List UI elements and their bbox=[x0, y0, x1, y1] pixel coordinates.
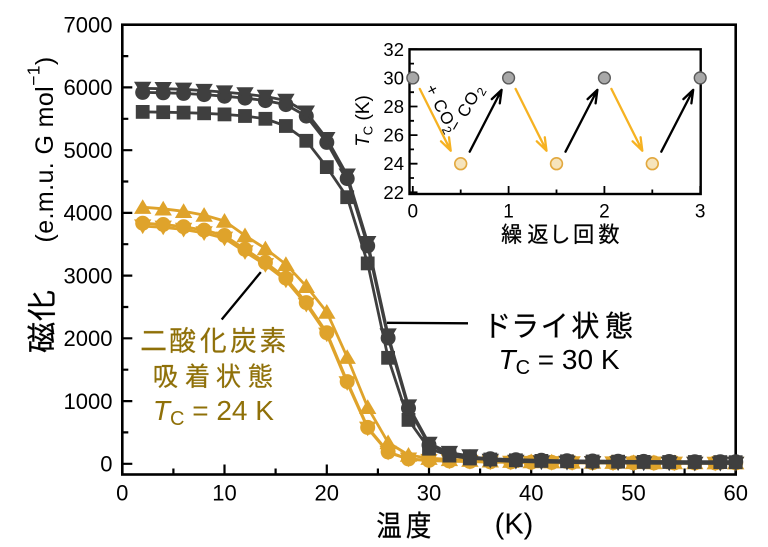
svg-text:1: 1 bbox=[503, 202, 514, 223]
svg-text:32: 32 bbox=[383, 39, 404, 60]
svg-text:26: 26 bbox=[383, 125, 404, 146]
svg-text:50: 50 bbox=[621, 481, 645, 506]
svg-text:7000: 7000 bbox=[64, 13, 113, 38]
svg-text:5000: 5000 bbox=[64, 138, 113, 163]
svg-text:TC (K): TC (K) bbox=[353, 95, 376, 147]
svg-text:40: 40 bbox=[519, 481, 543, 506]
svg-text:24: 24 bbox=[383, 153, 404, 174]
svg-text:28: 28 bbox=[383, 96, 404, 117]
svg-text:2000: 2000 bbox=[64, 326, 113, 351]
svg-text:4000: 4000 bbox=[64, 201, 113, 226]
svg-text:(K): (K) bbox=[495, 509, 534, 541]
svg-text:1000: 1000 bbox=[64, 389, 113, 414]
svg-text:30: 30 bbox=[417, 481, 441, 506]
svg-text:10: 10 bbox=[212, 481, 236, 506]
svg-text:3: 3 bbox=[695, 202, 706, 223]
svg-text:0: 0 bbox=[100, 452, 112, 477]
svg-text:2: 2 bbox=[599, 202, 610, 223]
svg-text:60: 60 bbox=[723, 481, 747, 506]
svg-text:20: 20 bbox=[315, 481, 339, 506]
svg-text:0: 0 bbox=[116, 481, 128, 506]
svg-text:0: 0 bbox=[408, 202, 419, 223]
svg-text:3000: 3000 bbox=[64, 263, 113, 288]
svg-text:TC = 30 K: TC = 30 K bbox=[498, 344, 619, 379]
svg-text:30: 30 bbox=[383, 67, 404, 88]
svg-text:22: 22 bbox=[383, 182, 404, 203]
svg-text:6000: 6000 bbox=[64, 75, 113, 100]
svg-text:TC = 24 K: TC = 24 K bbox=[153, 395, 274, 430]
